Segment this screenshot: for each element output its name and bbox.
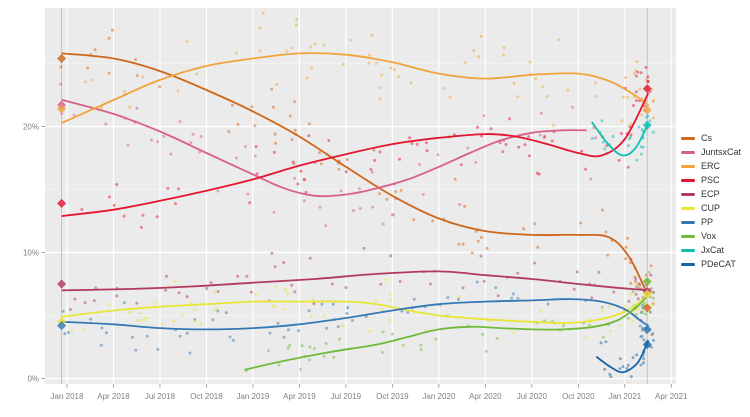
legend-label: JxCat xyxy=(701,245,725,256)
x-tick-label: Apr 2020 xyxy=(469,392,502,401)
trend-line-PP xyxy=(61,298,649,331)
legend-swatch-icon xyxy=(681,136,695,140)
x-tick-label: Jan 2018 xyxy=(51,392,84,401)
scatter-PSC xyxy=(80,66,652,229)
scatter-ECP xyxy=(68,246,655,322)
x-tick-label: Apr 2019 xyxy=(283,392,316,401)
legend-swatch-icon xyxy=(681,178,695,182)
legend-label: ECP xyxy=(701,188,720,199)
trend-line-PSC xyxy=(61,92,649,217)
legend-swatch-icon xyxy=(681,150,695,154)
scatter-PDeCAT xyxy=(599,326,655,379)
x-tick-label: Jan 2019 xyxy=(236,392,269,401)
election-dec-2017-result-markers xyxy=(57,53,67,331)
axes: Jan 2018 Apr 2018 Jul 2018 Oct 2018 Jan 2019… xyxy=(23,123,688,402)
trend-line-PDeCAT xyxy=(596,339,649,374)
legend-label: ERC xyxy=(701,160,721,171)
legend-swatch-icon xyxy=(681,249,695,253)
legend-label: JuntsxCat xyxy=(701,146,742,157)
legend-item-Vox: Vox xyxy=(681,230,741,244)
legend-swatch-icon xyxy=(681,192,695,196)
y-tick-label: 10% xyxy=(23,249,39,258)
trend-line-Vox xyxy=(244,294,649,371)
trend-line-CUP xyxy=(61,294,649,325)
plot-panel xyxy=(45,8,676,384)
legend-label: PDeCAT xyxy=(701,259,736,270)
legend-swatch-icon xyxy=(681,235,695,239)
trend-line-JxCat xyxy=(591,121,649,157)
y-tick-label: 0% xyxy=(27,375,39,384)
trend-line-ECP xyxy=(61,270,649,292)
legend-item-PDeCAT: PDeCAT xyxy=(681,258,741,272)
scatter-JxCat xyxy=(590,114,655,162)
x-tick-label: Jul 2019 xyxy=(331,392,362,401)
legend-item-ECP: ECP xyxy=(681,187,741,201)
y-tick-label: 20% xyxy=(23,123,39,132)
legend-swatch-icon xyxy=(681,164,695,168)
legend-label: Vox xyxy=(701,231,717,242)
x-tick-label: Apr 2021 xyxy=(655,392,688,401)
legend-item-PP: PP xyxy=(681,216,741,230)
legend-label: PSC xyxy=(701,174,720,185)
x-tick-label: Oct 2018 xyxy=(190,392,223,401)
legend-label: Cs xyxy=(701,132,712,143)
legend-label: CUP xyxy=(701,203,721,214)
legend-item-CUP: CUP xyxy=(681,201,741,215)
legend-item-Cs: Cs xyxy=(681,131,741,145)
legend-swatch-icon xyxy=(681,263,695,267)
trend-line-ERC xyxy=(61,52,649,124)
x-tick-label: Apr 2018 xyxy=(97,392,130,401)
x-tick-label: Jan 2020 xyxy=(422,392,455,401)
x-tick-label: Oct 2020 xyxy=(562,392,595,401)
x-tick-label: Jan 2021 xyxy=(608,392,641,401)
legend-item-PSC: PSC xyxy=(681,173,741,187)
election-feb-2021-result-markers xyxy=(642,84,652,350)
x-tick-label: Jul 2020 xyxy=(517,392,548,401)
data-layer xyxy=(57,11,655,379)
legend-swatch-icon xyxy=(681,221,695,225)
legend-item-JuntsxCat: JuntsxCat xyxy=(681,145,741,159)
legend-item-JxCat: JxCat xyxy=(681,244,741,258)
x-tick-label: Jul 2018 xyxy=(145,392,176,401)
legend-swatch-icon xyxy=(681,207,695,211)
chart-legend: Cs JuntsxCat ERC PSC ECP CUP PP Vox JxCat PDeCAT xyxy=(681,131,741,272)
legend-label: PP xyxy=(701,217,714,228)
x-tick-label: Oct 2019 xyxy=(376,392,409,401)
legend-item-ERC: ERC xyxy=(681,159,741,173)
